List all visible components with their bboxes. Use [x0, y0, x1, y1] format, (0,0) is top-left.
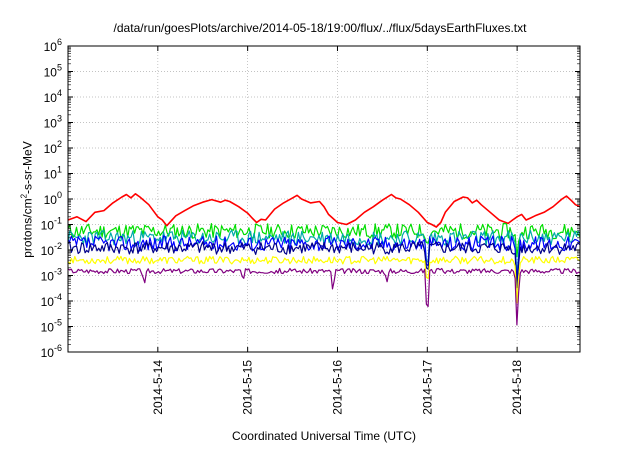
y-tick-label: 105	[44, 63, 62, 80]
y-tick-label: 10-4	[41, 292, 62, 309]
y-tick-label: 102	[44, 139, 62, 156]
y-tick-label: 106	[44, 37, 62, 54]
series-line-2	[67, 229, 581, 277]
series-line-4	[67, 241, 581, 289]
x-tick-label: 2014-5-14	[151, 360, 165, 415]
series-line-0	[67, 193, 581, 228]
x-tick-label: 2014-5-18	[510, 360, 524, 415]
y-tick-label: 103	[44, 114, 62, 131]
x-tick-label: 2014-5-17	[420, 360, 434, 415]
x-tick-label: 2014-5-15	[241, 360, 255, 415]
y-tick-label: 104	[44, 88, 62, 105]
series-line-6	[67, 267, 581, 326]
y-axis-label-suffix: -s-sr-MeV	[20, 141, 35, 194]
x-axis-label: Coordinated Universal Time (UTC)	[231, 429, 417, 443]
y-tick-label: 101	[44, 165, 62, 182]
y-tick-label: 100	[44, 190, 62, 207]
y-axis-label-text: protons/cm	[20, 198, 35, 258]
y-tick-label: 10-2	[41, 241, 62, 258]
series-line-1	[67, 222, 581, 258]
series-line-5	[67, 255, 581, 304]
x-tick-label: 2014-5-16	[330, 360, 344, 415]
y-axis-label-superscript: 2	[19, 193, 29, 199]
y-tick-label: 10-6	[41, 343, 62, 360]
chart-title: /data/run/goesPlots/archive/2014-05-18/1…	[113, 21, 527, 35]
y-tick-label: 10-1	[41, 216, 62, 233]
y-tick-label: 10-5	[41, 318, 62, 335]
y-tick-label: 10-3	[41, 267, 62, 284]
